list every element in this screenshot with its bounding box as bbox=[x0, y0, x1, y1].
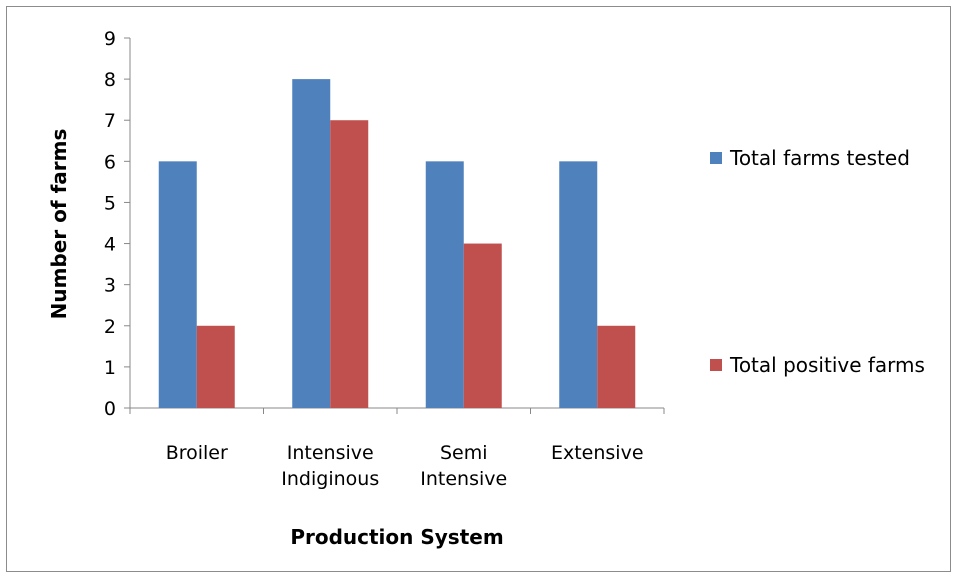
y-tick-label: 1 bbox=[104, 357, 116, 379]
x-category-label: Extensive bbox=[551, 442, 644, 464]
x-category-label-line: Indiginous bbox=[281, 468, 379, 490]
bars bbox=[158, 79, 636, 408]
bar bbox=[158, 161, 197, 408]
bar bbox=[292, 79, 331, 408]
x-category-label-line: Intensive bbox=[287, 442, 374, 464]
y-tick-label: 9 bbox=[104, 28, 116, 50]
x-axis-title: Production System bbox=[290, 525, 503, 549]
x-category-labels: Broiler Intensive Indiginous Semi Intensive E… bbox=[166, 442, 644, 490]
x-category-label-line: Semi bbox=[440, 442, 488, 464]
x-category-label: Intensive Indiginous bbox=[281, 442, 379, 490]
x-category-label: Broiler bbox=[166, 442, 228, 464]
y-tick-label: 3 bbox=[104, 275, 116, 297]
y-tick-label: 0 bbox=[104, 398, 116, 420]
y-tick-label: 7 bbox=[104, 110, 116, 132]
x-category-label-line: Extensive bbox=[551, 442, 644, 464]
y-tick-labels: 0 1 2 3 4 5 6 7 8 9 bbox=[104, 28, 116, 420]
bar bbox=[196, 325, 235, 408]
x-category-label: Semi Intensive bbox=[420, 442, 507, 490]
y-axis-title: Number of farms bbox=[47, 129, 71, 320]
y-tick-label: 6 bbox=[104, 151, 116, 173]
y-tick-label: 4 bbox=[104, 234, 116, 256]
legend-item: Total positive farms bbox=[710, 353, 925, 377]
x-category-label-line: Intensive bbox=[420, 468, 507, 490]
y-tick-label: 8 bbox=[104, 69, 116, 91]
y-tick-label: 5 bbox=[104, 192, 116, 214]
bar bbox=[463, 243, 502, 408]
legend-swatch bbox=[710, 359, 722, 371]
bar bbox=[559, 161, 598, 408]
legend-item: Total farms tested bbox=[710, 146, 910, 170]
bar bbox=[330, 120, 369, 408]
bar bbox=[425, 161, 464, 408]
legend-label: Total farms tested bbox=[729, 146, 910, 170]
legend-swatch bbox=[710, 152, 722, 164]
legend-label: Total positive farms bbox=[729, 353, 925, 377]
x-category-label-line: Broiler bbox=[166, 442, 228, 464]
y-tick-label: 2 bbox=[104, 316, 116, 338]
bar bbox=[597, 325, 636, 408]
legend: Total farms tested Total positive farms bbox=[710, 146, 925, 377]
